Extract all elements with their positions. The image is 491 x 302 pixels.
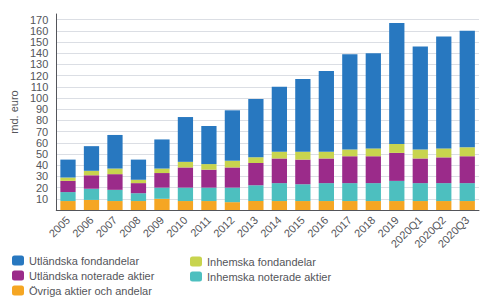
svg-text:2008: 2008 [117, 214, 143, 240]
svg-text:2017: 2017 [328, 214, 354, 240]
svg-text:130: 130 [30, 58, 48, 70]
svg-text:50: 50 [36, 148, 48, 160]
svg-text:Övriga aktier och andelar: Övriga aktier och andelar [29, 285, 152, 297]
svg-text:2015: 2015 [281, 214, 307, 240]
svg-text:2005: 2005 [46, 214, 72, 240]
svg-text:170: 170 [30, 14, 48, 26]
svg-text:2020Q3: 2020Q3 [435, 214, 471, 250]
svg-text:150: 150 [30, 36, 48, 48]
svg-text:2009: 2009 [140, 214, 166, 240]
svg-text:Inhemska fondandelar: Inhemska fondandelar [207, 256, 316, 268]
svg-text:2016: 2016 [305, 214, 331, 240]
svg-text:60: 60 [36, 137, 48, 149]
svg-text:2018: 2018 [352, 214, 378, 240]
svg-text:10: 10 [36, 193, 48, 205]
svg-text:2007: 2007 [93, 214, 119, 240]
svg-text:2012: 2012 [211, 214, 237, 240]
svg-text:Inhemska noterade aktier: Inhemska noterade aktier [207, 271, 331, 283]
svg-text:2019: 2019 [375, 213, 401, 240]
svg-text:100: 100 [30, 92, 48, 104]
svg-text:20: 20 [36, 182, 48, 194]
svg-text:Utländska fondandelar: Utländska fondandelar [29, 255, 139, 267]
svg-text:120: 120 [30, 70, 48, 82]
svg-text:2006: 2006 [70, 214, 96, 240]
svg-text:70: 70 [36, 126, 48, 138]
svg-text:Utländska noterade aktier: Utländska noterade aktier [29, 270, 155, 282]
svg-text:30: 30 [36, 170, 48, 182]
svg-text:md. euro: md. euro [8, 90, 20, 133]
svg-text:2014: 2014 [258, 214, 284, 240]
svg-text:2013: 2013 [234, 214, 260, 240]
svg-text:160: 160 [30, 25, 48, 37]
svg-text:2020Q2: 2020Q2 [411, 213, 448, 250]
svg-text:110: 110 [31, 81, 49, 93]
svg-text:2020Q1: 2020Q1 [388, 213, 425, 250]
svg-text:2010: 2010 [164, 214, 190, 240]
svg-text:40: 40 [36, 159, 48, 171]
svg-text:90: 90 [36, 103, 48, 115]
svg-text:80: 80 [36, 114, 48, 126]
svg-text:140: 140 [30, 47, 48, 59]
svg-text:2011: 2011 [188, 214, 213, 239]
